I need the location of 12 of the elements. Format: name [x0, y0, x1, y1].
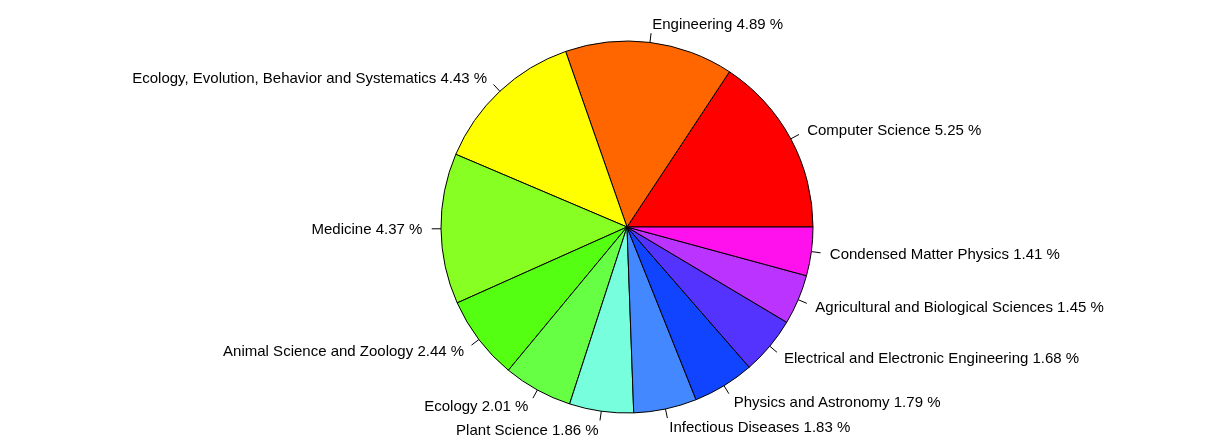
slice-label: Physics and Astronomy 1.79 % — [733, 392, 941, 410]
slice-label: Condensed Matter Physics 1.41 % — [829, 245, 1060, 263]
slice-label: Plant Science 1.86 % — [456, 420, 599, 438]
slice-label: Ecology 2.01 % — [424, 397, 529, 415]
slice-label: Medicine 4.37 % — [311, 219, 423, 237]
slice-label: Electrical and Electronic Engineering 1.68 % — [784, 349, 1080, 367]
slice-label: Animal Science and Zoology 2.44 % — [223, 341, 465, 359]
slice-label: Computer Science 5.25 % — [807, 121, 982, 139]
slice-label: Agricultural and Biological Sciences 1.45 % — [815, 297, 1104, 315]
slice-label: Ecology, Evolution, Behavior and Systematics 4.43 % — [132, 68, 488, 86]
slice-label: Infectious Diseases 1.83 % — [669, 418, 851, 436]
slice-label: Engineering 4.89 % — [652, 14, 784, 32]
